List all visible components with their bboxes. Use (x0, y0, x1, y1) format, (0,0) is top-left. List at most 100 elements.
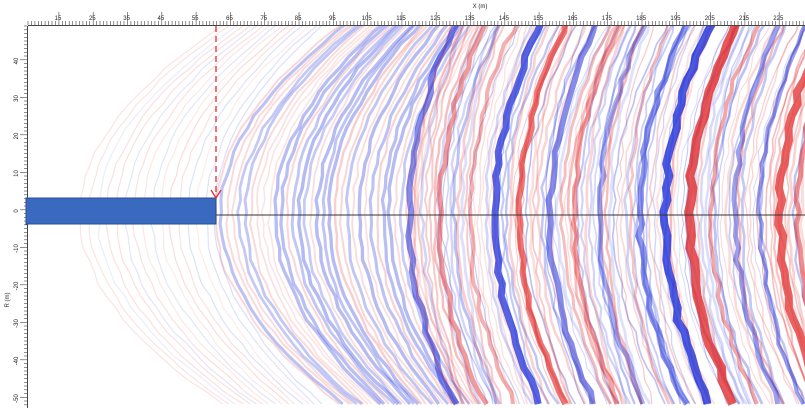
wave-band (676, 26, 732, 405)
wave-band (659, 26, 716, 405)
wave-band (571, 26, 626, 405)
wave-band (623, 26, 675, 405)
wave-band (449, 26, 499, 405)
wave-band (273, 26, 384, 406)
x-tick-label: 145 (499, 16, 510, 22)
wave-band (570, 26, 623, 405)
wave-band (635, 26, 690, 406)
wave-band (218, 26, 346, 406)
wave-band (279, 26, 389, 406)
x-tick-label: 215 (739, 16, 750, 22)
wave-band (627, 26, 671, 405)
wave-band (471, 26, 516, 405)
wave-band (508, 26, 551, 405)
wave-band (716, 26, 756, 405)
wave-band (545, 26, 598, 405)
probe-bar[interactable] (25, 197, 217, 225)
x-tick-label: 75 (260, 16, 267, 22)
wave-band (363, 26, 446, 405)
wave-band (544, 26, 585, 405)
wave-band (603, 26, 644, 405)
wave-band (728, 26, 783, 405)
wave-band (380, 26, 459, 406)
wave-band (732, 26, 785, 405)
wave-band (527, 26, 573, 405)
wave-band (249, 26, 366, 405)
wave-band (597, 26, 637, 405)
y-tick-label: -30 (14, 319, 20, 328)
wave-band (386, 26, 462, 405)
wave-band (558, 26, 612, 405)
wave-band (708, 26, 761, 405)
wave-band (703, 26, 755, 405)
wave-band (786, 87, 805, 331)
wave-band (769, 49, 805, 383)
wave-band (445, 26, 489, 405)
wave-band (579, 26, 633, 405)
wave-band (405, 26, 460, 406)
wave-band (599, 26, 645, 405)
wave-band (459, 26, 502, 405)
wave-band (230, 26, 354, 405)
x-tick-label: 155 (533, 16, 544, 22)
wave-band (321, 26, 416, 405)
wave-band (584, 26, 627, 405)
wave-band (416, 26, 465, 405)
wave-band (554, 26, 612, 405)
wave-band (256, 26, 372, 405)
wave-band (236, 26, 359, 406)
x-tick-label: 105 (362, 16, 373, 22)
wave-band (592, 26, 645, 405)
wave-band (652, 26, 696, 405)
wave-band (607, 26, 652, 405)
wave-band (428, 26, 470, 405)
wave-band (512, 26, 561, 405)
wave-band (467, 26, 519, 405)
wave-band (743, 26, 800, 405)
wave-band (225, 26, 351, 405)
wave-band (479, 26, 526, 405)
x-tick-label: 185 (636, 16, 647, 22)
x-tick-label: 125 (430, 16, 441, 22)
x-axis-title: X (m) (473, 4, 488, 10)
wave-band (791, 122, 805, 307)
wave-band (302, 26, 405, 405)
wave-band (260, 26, 375, 405)
wave-band (243, 26, 363, 406)
wave-band (535, 26, 587, 405)
wave-band (772, 49, 805, 383)
wave-band (432, 26, 480, 405)
wave-band (515, 26, 569, 406)
x-tick-label: 135 (465, 16, 476, 22)
wave-band (684, 26, 740, 406)
wave-band (563, 26, 620, 405)
wave-band (376, 26, 454, 405)
wave-band (711, 26, 766, 405)
wave-band (314, 26, 415, 406)
wave-band (552, 26, 609, 405)
wave-band (699, 26, 745, 405)
y-tick-label: 10 (14, 170, 20, 177)
wave-band (587, 26, 631, 405)
x-tick-label: 195 (670, 16, 681, 22)
wave-band (774, 67, 805, 369)
wave-band (784, 97, 805, 339)
wave-band (615, 26, 655, 405)
wave-band (748, 26, 799, 405)
wave-band (290, 26, 397, 406)
wave-band (758, 26, 805, 405)
wave-band (416, 26, 481, 405)
x-tick-label: 35 (123, 16, 130, 22)
wave-band (285, 26, 392, 405)
wave-band (655, 26, 706, 405)
wave-band (575, 26, 620, 405)
x-tick-label: 225 (773, 16, 784, 22)
y-tick-label: 30 (14, 95, 20, 102)
wave-band (719, 26, 771, 405)
wave-band (752, 28, 805, 405)
wave-band (418, 26, 465, 405)
wave-band (631, 26, 676, 405)
x-tick-label: 115 (396, 16, 406, 22)
wave-band (439, 26, 496, 405)
